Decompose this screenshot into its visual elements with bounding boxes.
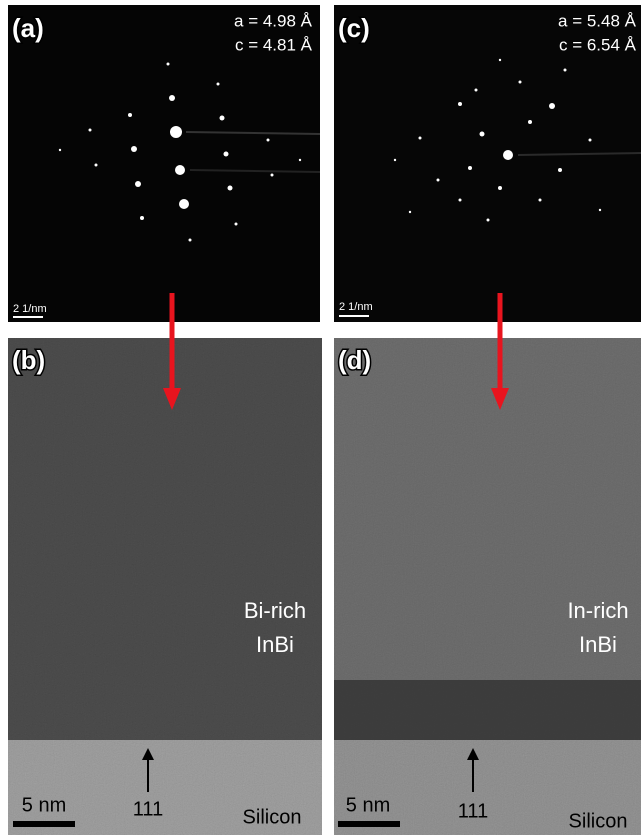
tem-image xyxy=(8,338,322,740)
region-label: Bi-rich xyxy=(244,598,306,623)
figure: (a) a = 4.98 Å c = 4.81 Å 2 1/nm (c) a =… xyxy=(0,0,641,835)
region-label: In-rich xyxy=(567,598,628,623)
lattice-a: a = 4.98 Å xyxy=(234,11,313,30)
lattice-c: c = 4.81 Å xyxy=(235,35,313,54)
panel-label: (d) xyxy=(338,345,371,375)
panel-b: (b) Bi-rich InBi 111 5 nm Silicon xyxy=(8,338,322,835)
direction-label: 111 xyxy=(133,798,163,820)
substrate-label: Silicon xyxy=(569,810,628,832)
scale-label: 2 1/nm xyxy=(339,301,373,313)
panel-a: (a) a = 4.98 Å c = 4.81 Å 2 1/nm xyxy=(8,5,320,322)
panel-c: (c) a = 5.48 Å c = 6.54 Å 2 1/nm xyxy=(334,5,641,322)
tem-image xyxy=(334,338,641,740)
lattice-a: a = 5.48 Å xyxy=(558,11,637,30)
panel-label: (a) xyxy=(12,13,44,43)
region-label: InBi xyxy=(579,632,617,657)
region-label: InBi xyxy=(256,632,294,657)
lattice-c: c = 6.54 Å xyxy=(559,35,637,54)
panel-label: (b) xyxy=(12,345,45,375)
substrate-label: Silicon xyxy=(243,806,302,828)
panel-d: (d) In-rich InBi 111 5 nm Silicon xyxy=(334,338,641,835)
scale-label: 2 1/nm xyxy=(13,303,47,315)
scale-label: 5 nm xyxy=(22,794,66,816)
direction-label: 111 xyxy=(458,800,488,822)
scale-label: 5 nm xyxy=(346,794,390,816)
page: (a) a = 4.98 Å c = 4.81 Å 2 1/nm (c) a =… xyxy=(0,0,641,835)
panel-label: (c) xyxy=(338,13,370,43)
